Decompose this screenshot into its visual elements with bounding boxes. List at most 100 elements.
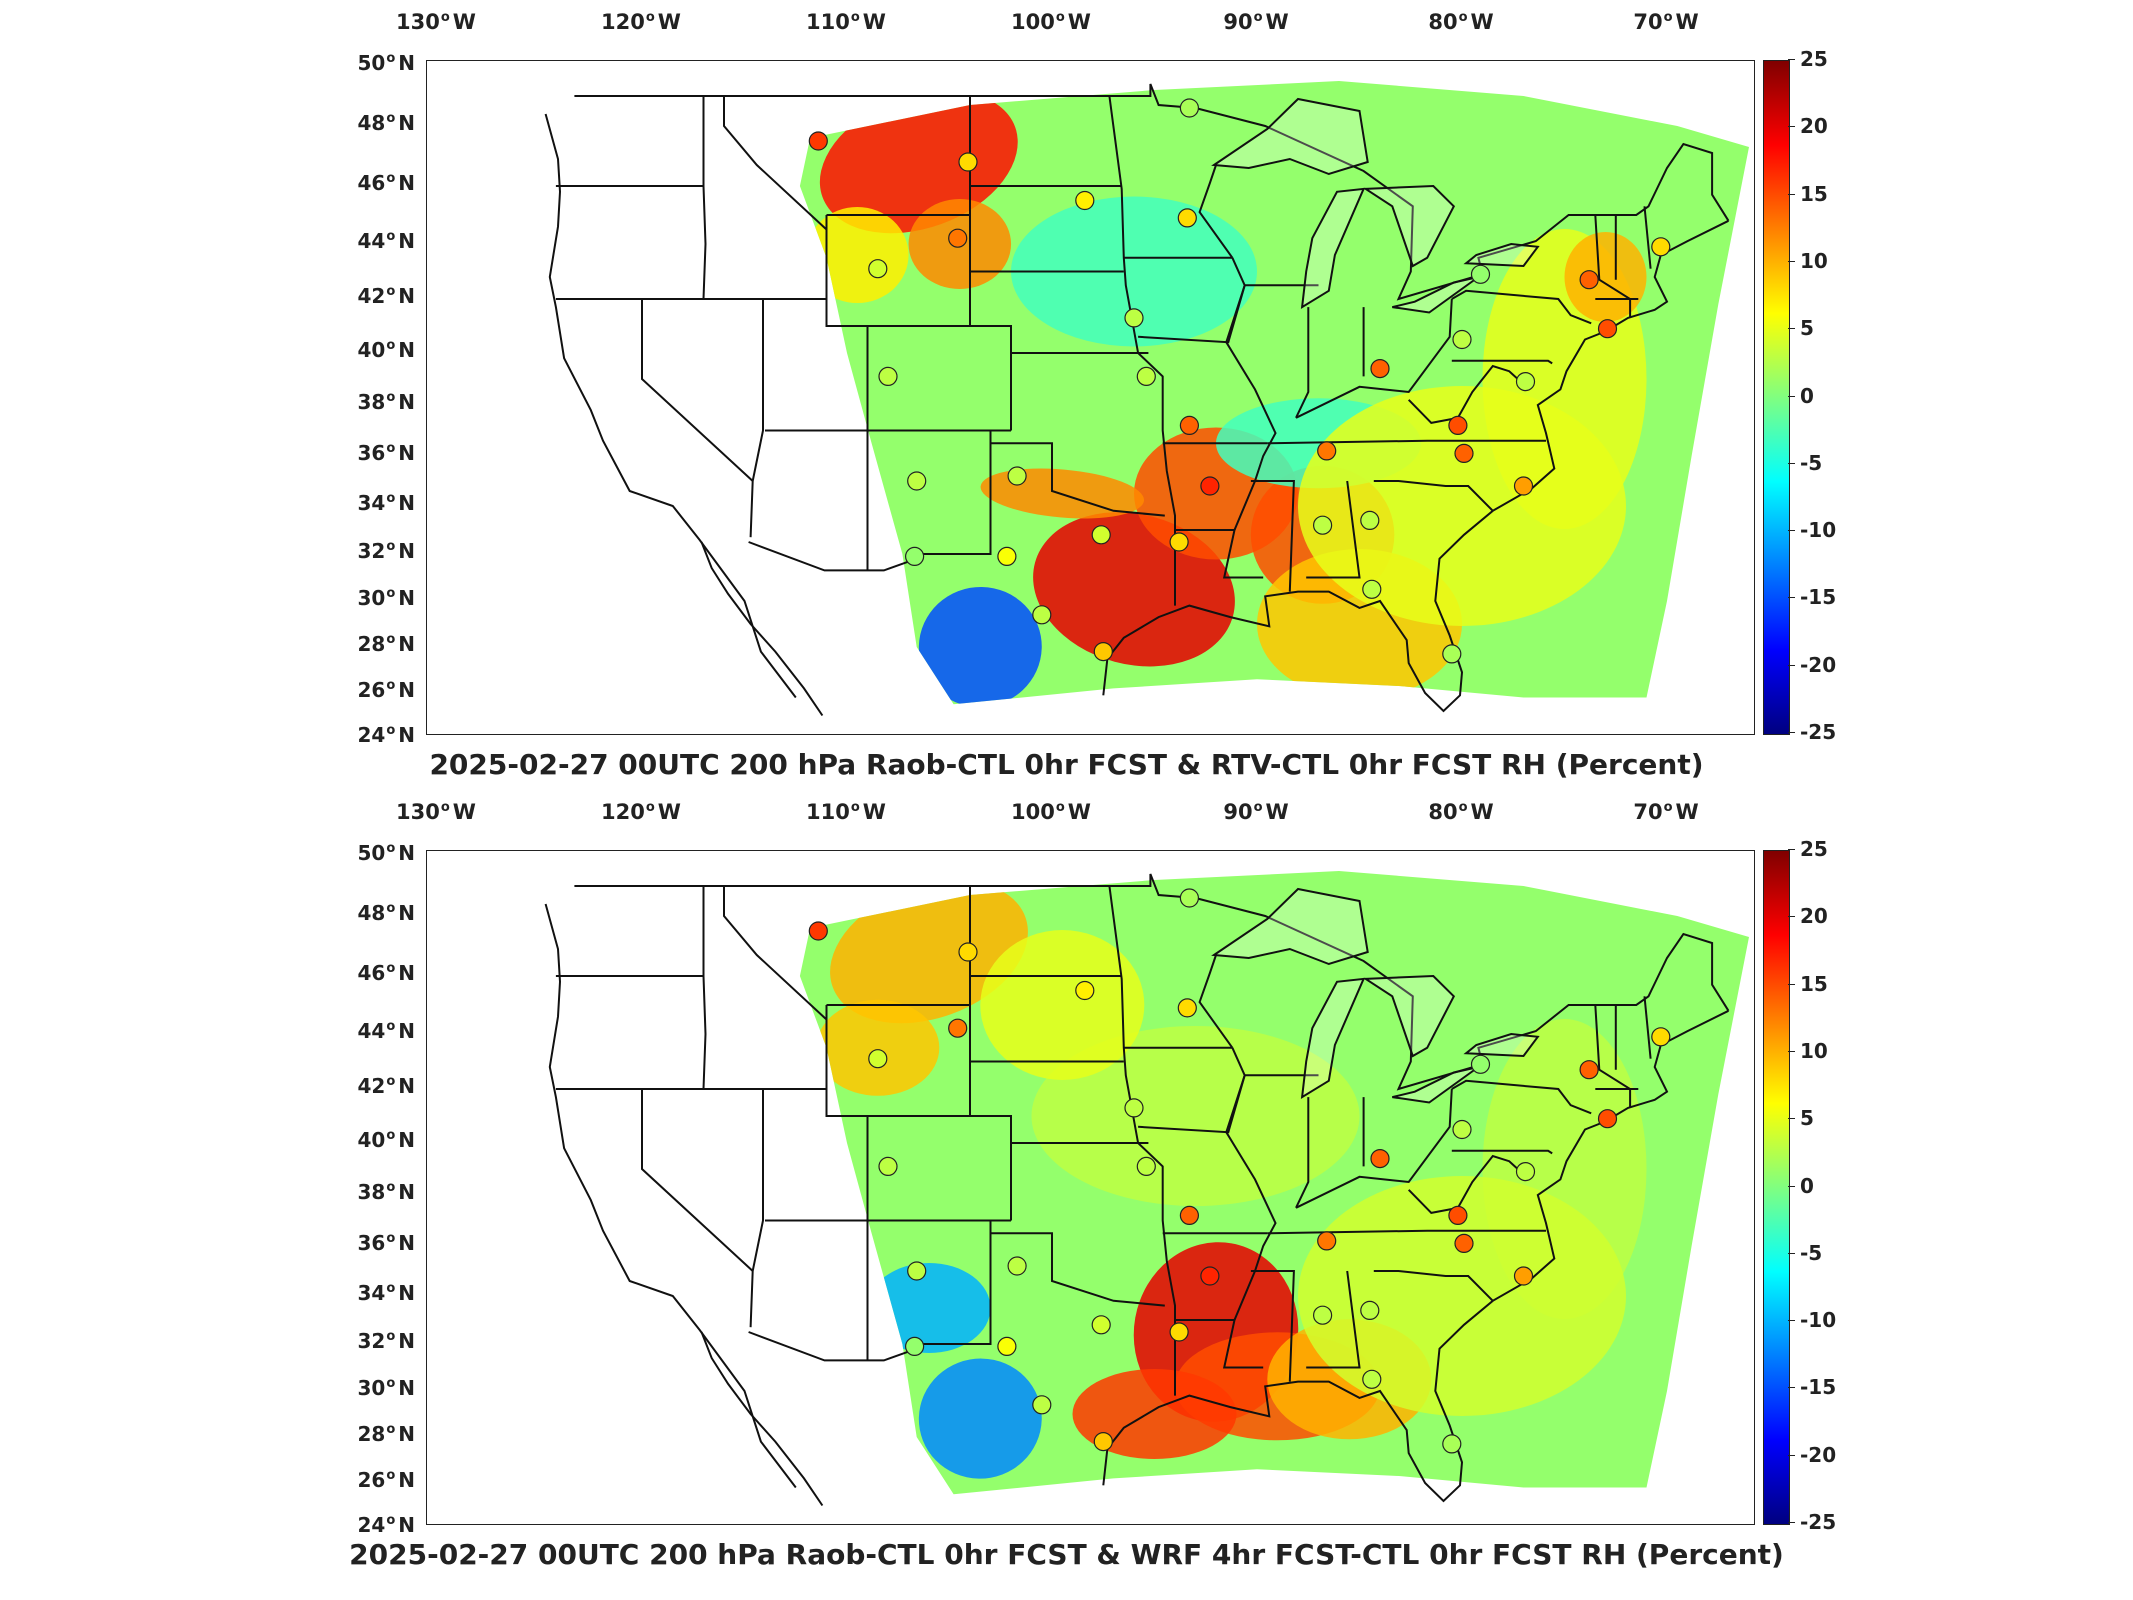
station-marker: [1136, 366, 1156, 386]
map-panel-bottom: 130o W 120o W 110o W 100o W 90o W 80o W 70o W 50o N 48o…: [0, 790, 2133, 1600]
latitude-tick-label: 38o N: [357, 390, 415, 414]
station-marker: [808, 921, 828, 941]
colorbar-tick-label: -5: [1787, 1240, 1823, 1265]
longitude-tick-label: 130o W: [396, 10, 476, 34]
colorbar-tick-label: 0: [1788, 1173, 1814, 1198]
station-marker: [1515, 1162, 1536, 1182]
station-marker: [905, 1336, 925, 1356]
longitude-tick-label: 80o W: [1428, 10, 1494, 34]
station-marker: [1454, 443, 1474, 463]
latitude-tick-label: 50o N: [357, 51, 415, 75]
colorbar-tick-label: 15: [1788, 971, 1828, 996]
station-marker: [1515, 372, 1536, 392]
station-marker: [1179, 415, 1200, 435]
latitude-tick-label: 26o N: [357, 678, 415, 702]
station-marker: [808, 131, 828, 151]
station-marker: [878, 1156, 898, 1176]
station-marker: [907, 471, 927, 491]
station-marker: [1136, 1156, 1156, 1176]
station-marker: [1124, 1098, 1144, 1118]
colorbar-tick-label: 15: [1788, 181, 1828, 206]
station-marker: [1370, 359, 1390, 379]
colorbar: [1763, 850, 1790, 1525]
station-marker: [1597, 1109, 1618, 1129]
station-marker: [1448, 415, 1468, 435]
latitude-tick-label: 46o N: [357, 961, 415, 985]
station-marker: [1124, 308, 1144, 328]
station-marker: [997, 546, 1017, 566]
station-marker: [1470, 264, 1491, 284]
longitude-tick-label: 90o W: [1223, 800, 1289, 824]
station-marker: [1651, 237, 1671, 257]
station-marker: [1075, 190, 1095, 211]
colorbar: [1763, 60, 1790, 735]
station-marker: [1442, 1434, 1462, 1454]
colorbar-tick-label: -25: [1787, 720, 1837, 744]
latitude-tick-label: 28o N: [357, 632, 415, 656]
rh-difference-map: [544, 81, 1749, 717]
colorbar-tick-label: -10: [1787, 518, 1837, 543]
latitude-tick-label: 26o N: [357, 1468, 415, 1492]
station-marker: [1007, 466, 1027, 486]
station-marker: [1452, 329, 1472, 350]
station-marker: [1448, 1205, 1468, 1225]
station-marker: [1312, 1305, 1333, 1325]
latitude-tick-label: 24o N: [357, 1513, 415, 1537]
longitude-tick-label: 70o W: [1633, 10, 1699, 34]
station-marker: [1169, 1322, 1189, 1342]
latitude-tick-label: 38o N: [357, 1180, 415, 1204]
boundaries: [544, 873, 1730, 1507]
station-marker: [1360, 510, 1380, 530]
panel-title: 2025-02-27 00UTC 200 hPa Raob-CTL 0hr FC…: [349, 1538, 1784, 1571]
station-marker: [1007, 1256, 1027, 1276]
colorbar-tick-label: -20: [1787, 652, 1837, 677]
station-marker: [1370, 1149, 1390, 1169]
station-marker: [1513, 476, 1534, 496]
station-marker: [1032, 1395, 1052, 1415]
station-marker: [948, 228, 968, 248]
station-marker: [958, 152, 978, 172]
raob-stations: [808, 888, 1671, 1454]
station-marker: [1179, 1205, 1200, 1225]
station-marker: [1200, 1266, 1220, 1286]
station-marker: [1093, 1431, 1113, 1452]
longitude-tick-label: 130o W: [396, 800, 476, 824]
colorbar-tick-label: -5: [1787, 450, 1823, 475]
latitude-tick-label: 28o N: [357, 1422, 415, 1446]
station-marker: [1032, 605, 1052, 625]
latitude-tick-label: 34o N: [357, 1281, 415, 1305]
longitude-tick-label: 100o W: [1011, 800, 1091, 824]
latitude-tick-label: 32o N: [357, 539, 415, 563]
station-marker: [1091, 1315, 1111, 1335]
station-marker: [1651, 1027, 1671, 1047]
latitude-tick-label: 48o N: [357, 111, 415, 135]
map-panel-top: 130o W 120o W 110o W 100o W 90o W 80o W 70o W 50o N 48o…: [0, 0, 2133, 790]
station-marker: [1179, 98, 1200, 118]
colorbar-tick-label: -15: [1787, 585, 1837, 610]
station-marker: [1177, 208, 1197, 228]
station-marker: [1177, 998, 1197, 1018]
colorbar-tick-label: 5: [1788, 316, 1814, 341]
station-marker: [1579, 270, 1599, 290]
longitude-tick-label: 110o W: [806, 10, 886, 34]
station-marker: [1579, 1060, 1599, 1080]
raob-stations: [808, 98, 1671, 664]
latitude-tick-label: 32o N: [357, 1329, 415, 1353]
latitude-tick-label: 46o N: [357, 171, 415, 195]
latitude-tick-label: 24o N: [357, 723, 415, 747]
latitude-tick-label: 40o N: [357, 1128, 415, 1152]
latitude-tick-label: 34o N: [357, 491, 415, 515]
latitude-tick-label: 48o N: [357, 901, 415, 925]
map-area: [426, 60, 1755, 735]
longitude-tick-label: 110o W: [806, 800, 886, 824]
station-marker: [1362, 1369, 1382, 1389]
latitude-tick-label: 30o N: [357, 586, 415, 610]
station-marker: [905, 546, 925, 566]
station-marker: [1597, 319, 1618, 339]
station-marker: [1360, 1300, 1380, 1320]
longitude-tick-label: 90o W: [1223, 10, 1289, 34]
latitude-tick-label: 50o N: [357, 841, 415, 865]
station-marker: [1454, 1233, 1474, 1253]
rh-field: [799, 871, 1749, 1495]
station-marker: [1091, 525, 1111, 545]
